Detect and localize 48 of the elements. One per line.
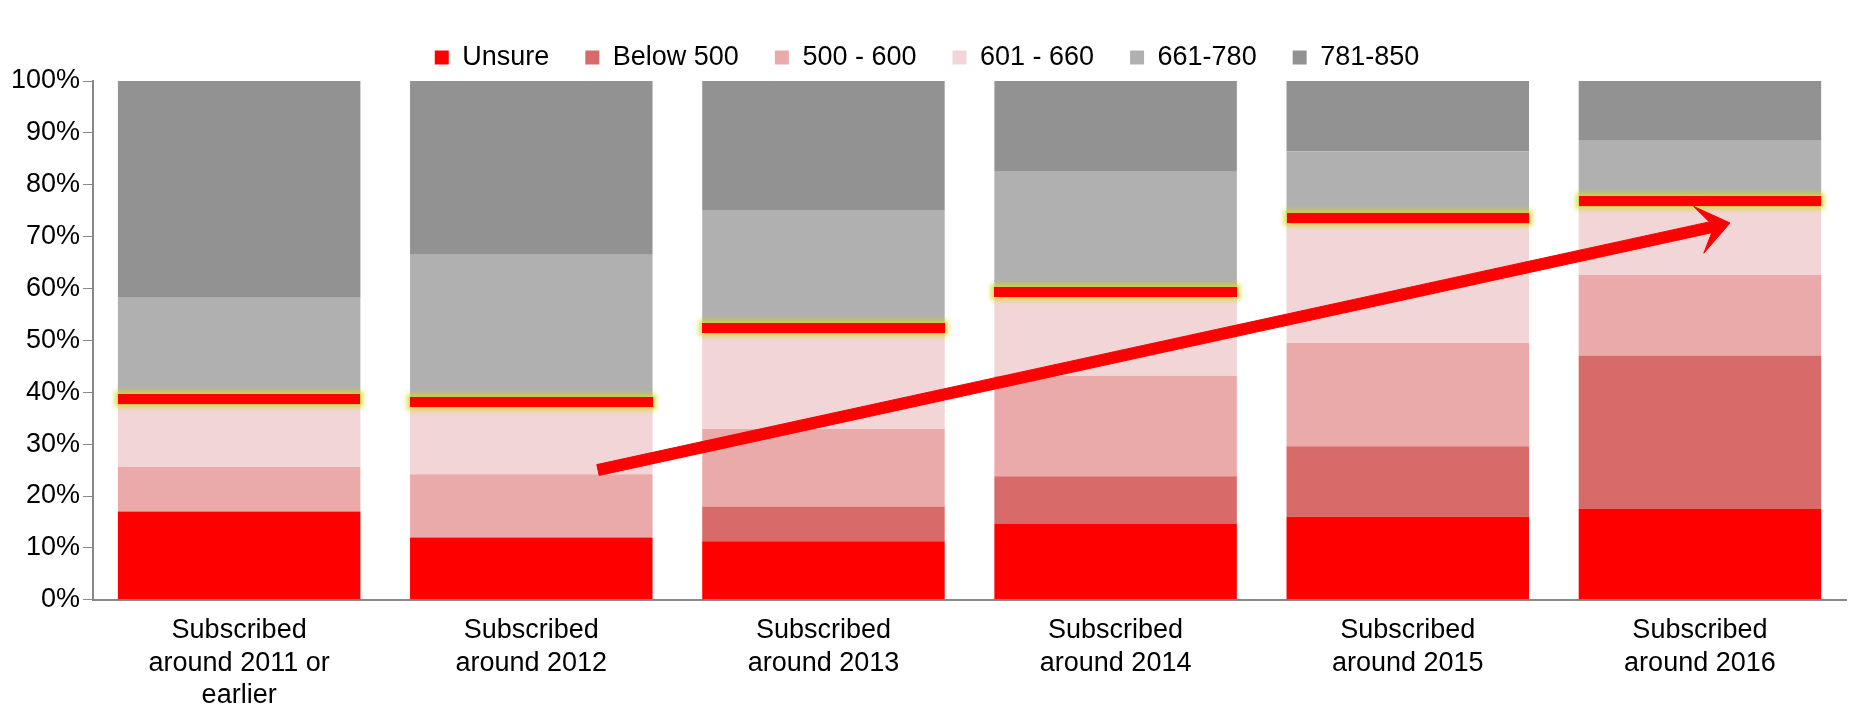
bar	[117, 466, 361, 512]
legend-label: 661-780	[1157, 40, 1257, 71]
bar	[1286, 342, 1530, 447]
bar	[410, 81, 653, 255]
legend-label: Below 500	[612, 40, 739, 71]
bar	[702, 429, 945, 507]
bar	[702, 210, 945, 334]
bar	[117, 511, 361, 600]
bar	[117, 81, 361, 298]
legend-label: 601 - 660	[979, 40, 1095, 71]
y-tick-label: 70%	[26, 220, 81, 251]
bar	[702, 506, 945, 542]
x-tick-label: Subscribed around 2015	[1331, 614, 1484, 677]
y-tick-label: 60%	[26, 271, 81, 302]
legend-label: 500 - 600	[802, 40, 917, 71]
y-tick-label: 100%	[10, 64, 81, 95]
legend-label: Unsure	[462, 40, 550, 71]
x-tick-label: Subscribed around 2013	[747, 614, 900, 677]
y-tick-label: 0%	[41, 583, 81, 614]
y-tick-label: 10%	[26, 531, 81, 562]
y-tick-label: 80%	[26, 168, 81, 199]
bar	[1578, 81, 1822, 141]
x-tick-label: Subscribed around 2012	[455, 614, 608, 677]
legend-label: 781-850	[1320, 40, 1420, 71]
y-tick-label: 90%	[26, 116, 81, 147]
y-tick-label: 40%	[26, 375, 81, 406]
bar	[1286, 81, 1530, 152]
bar	[994, 523, 1237, 600]
bar	[994, 375, 1237, 477]
bar	[410, 474, 653, 538]
x-tick-label: Subscribed around 2014	[1039, 614, 1192, 677]
y-tick-label: 20%	[26, 479, 81, 510]
bar	[702, 81, 945, 211]
bar	[702, 541, 945, 600]
bar	[410, 537, 653, 600]
bar	[994, 171, 1237, 298]
bar	[1578, 509, 1822, 600]
bar	[1286, 446, 1530, 517]
bar	[410, 254, 653, 408]
bar	[1578, 355, 1822, 510]
bar	[1286, 516, 1530, 600]
x-tick-label: Subscribed around 2011 or earlier	[148, 614, 330, 710]
bar	[994, 81, 1237, 172]
y-tick-label: 50%	[26, 323, 81, 354]
bar	[1578, 275, 1822, 356]
bar	[994, 476, 1237, 524]
x-tick-label: Subscribed around 2016	[1624, 614, 1776, 677]
y-tick-label: 30%	[26, 427, 81, 458]
